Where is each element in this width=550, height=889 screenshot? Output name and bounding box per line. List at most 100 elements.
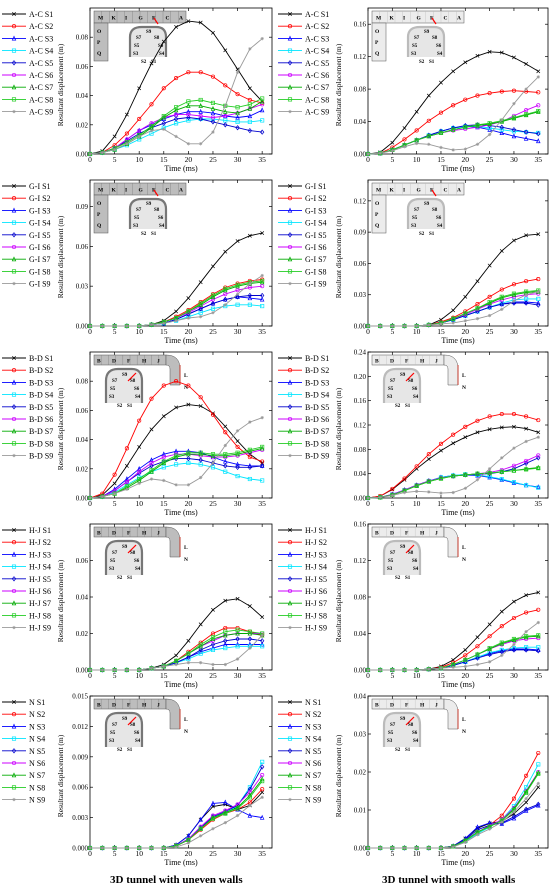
legend-label: N S2 bbox=[29, 710, 45, 719]
legend-entry: G-I S2 bbox=[278, 194, 327, 203]
data-point bbox=[149, 666, 154, 670]
inset-blast-arrow bbox=[431, 17, 437, 25]
data-point bbox=[487, 299, 492, 305]
data-point bbox=[198, 113, 203, 119]
data-point bbox=[512, 102, 516, 106]
legend-marker bbox=[12, 700, 16, 704]
data-point bbox=[87, 495, 93, 501]
inset-side-label: N bbox=[462, 557, 466, 563]
inset-section-label: S3 bbox=[133, 224, 139, 229]
legend-marker bbox=[11, 736, 17, 741]
legend-marker bbox=[287, 379, 293, 385]
data-point bbox=[247, 812, 253, 818]
x-tick-label: 35 bbox=[258, 327, 266, 336]
legend-label: G-I S1 bbox=[29, 182, 51, 191]
data-point bbox=[366, 496, 370, 500]
data-point bbox=[223, 632, 228, 638]
legend-label: H-J S2 bbox=[305, 538, 327, 547]
inset-section-label: S4 bbox=[135, 739, 141, 744]
data-point bbox=[223, 296, 228, 303]
data-point bbox=[365, 845, 371, 851]
x-tick-label: 30 bbox=[234, 327, 242, 336]
data-point bbox=[260, 102, 265, 107]
x-tick-label: 5 bbox=[113, 327, 117, 336]
inset-top-label: F bbox=[127, 531, 131, 537]
data-point bbox=[536, 750, 541, 756]
data-point bbox=[390, 140, 395, 145]
series-line bbox=[367, 467, 539, 499]
x-tick-label: 5 bbox=[390, 155, 394, 164]
data-point bbox=[451, 665, 455, 669]
data-point bbox=[511, 480, 516, 485]
x-tick-label: 0 bbox=[366, 327, 370, 336]
data-point bbox=[186, 316, 191, 320]
legend-label: H-J S6 bbox=[29, 587, 51, 596]
inset-top-label: K bbox=[390, 188, 395, 194]
data-point bbox=[390, 149, 395, 153]
data-point bbox=[439, 846, 443, 850]
data-point bbox=[235, 474, 240, 479]
y-tick-label: 0.00 bbox=[76, 495, 89, 503]
legend-label: G-I S8 bbox=[305, 267, 327, 276]
data-point bbox=[536, 418, 541, 423]
data-point bbox=[524, 634, 529, 639]
data-point bbox=[124, 479, 129, 484]
data-point bbox=[511, 115, 516, 120]
legend-label: N S6 bbox=[305, 759, 321, 768]
data-point bbox=[186, 118, 191, 123]
inset-side-label: L bbox=[184, 545, 188, 551]
legend-entry: G-I S9 bbox=[2, 280, 51, 289]
data-point bbox=[524, 800, 529, 805]
legend-label: H-J S5 bbox=[29, 575, 51, 584]
data-point bbox=[210, 465, 216, 470]
series-1 bbox=[366, 232, 541, 328]
data-point bbox=[524, 796, 528, 801]
data-point bbox=[186, 661, 191, 665]
data-point bbox=[173, 116, 179, 122]
legend-entry: H-J S8 bbox=[278, 611, 327, 620]
inset-section-label: S7 bbox=[414, 36, 420, 41]
inset-top-label: B bbox=[97, 359, 101, 365]
legend-entry: G-I S7 bbox=[278, 255, 327, 264]
data-point bbox=[536, 607, 541, 612]
data-point bbox=[463, 486, 467, 490]
data-point bbox=[402, 845, 407, 851]
legend-entry: H-J S5 bbox=[2, 575, 51, 584]
series-2 bbox=[365, 750, 541, 851]
chart-panel: 0 5 10 15 20 25 30 35 Time (ms) 0.000 0.003 0.006 0.… bbox=[2, 693, 273, 867]
data-point bbox=[536, 781, 540, 786]
data-point bbox=[536, 648, 541, 654]
data-point bbox=[414, 845, 419, 851]
y-axis-label: Resultant displacement (m) bbox=[334, 215, 343, 298]
legend-entry: N S9 bbox=[278, 796, 321, 805]
inset-top-label: D bbox=[112, 359, 116, 365]
data-point bbox=[162, 664, 166, 669]
data-point bbox=[524, 439, 528, 444]
inset-section-label: S6 bbox=[412, 387, 418, 392]
legend-entry: G-I S5 bbox=[2, 231, 51, 240]
inset-section-label: S6 bbox=[134, 559, 140, 564]
legend-marker bbox=[287, 785, 293, 790]
x-tick-label: 30 bbox=[234, 155, 242, 164]
data-point bbox=[100, 846, 104, 850]
chart-panel: 0 5 10 15 20 25 30 35 Time (ms) 0.00 0.02 0.04 0.06 0… bbox=[2, 7, 273, 173]
data-point bbox=[223, 118, 228, 123]
inset-section-label: S6 bbox=[436, 44, 442, 49]
data-point bbox=[247, 295, 253, 301]
legend-marker bbox=[288, 625, 292, 630]
data-point bbox=[438, 476, 444, 481]
legend-label: N S5 bbox=[29, 747, 45, 756]
legend-entry: N S1 bbox=[2, 698, 45, 707]
inset-section-label: S9 bbox=[424, 202, 430, 207]
y-tick-label: 0.06 bbox=[76, 63, 89, 71]
inset-tunnel bbox=[104, 539, 144, 575]
data-point bbox=[426, 322, 431, 328]
legend-entry: A-C S2 bbox=[2, 22, 53, 31]
data-point bbox=[149, 846, 154, 850]
x-tick-label: 20 bbox=[462, 671, 470, 680]
data-point bbox=[439, 322, 443, 326]
data-point bbox=[438, 128, 444, 134]
data-point bbox=[499, 50, 504, 55]
data-point bbox=[427, 142, 431, 146]
data-point bbox=[536, 138, 541, 144]
